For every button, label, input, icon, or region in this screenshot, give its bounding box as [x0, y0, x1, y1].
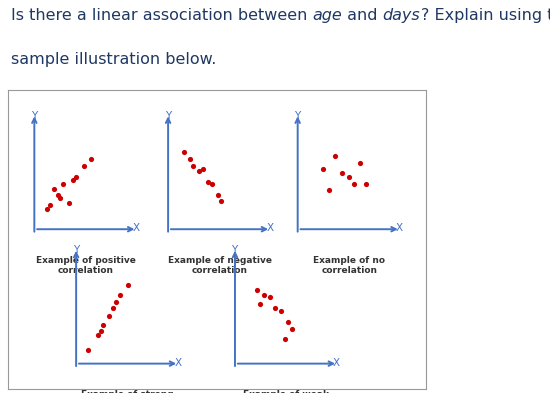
Point — [123, 282, 132, 288]
Text: X: X — [133, 223, 140, 233]
Text: Y: Y — [232, 245, 238, 255]
Point — [87, 156, 96, 162]
Text: and: and — [342, 8, 383, 23]
Point — [208, 181, 217, 187]
Text: age: age — [312, 8, 342, 23]
Point — [356, 160, 365, 166]
Point — [180, 149, 189, 156]
Point — [345, 173, 354, 180]
Point — [53, 191, 62, 198]
Point — [189, 163, 198, 169]
Text: Example of strong
positive correlation: Example of strong positive correlation — [78, 390, 178, 393]
Text: Example of no
correlation: Example of no correlation — [313, 255, 385, 275]
Text: X: X — [396, 223, 403, 233]
Point — [260, 292, 268, 298]
Point — [252, 287, 261, 293]
Point — [349, 181, 358, 187]
Text: Y: Y — [294, 111, 300, 121]
Text: Example of weak
negative correlation: Example of weak negative correlation — [235, 390, 338, 393]
Point — [265, 294, 274, 301]
Point — [59, 181, 68, 187]
Text: sample illustration below.: sample illustration below. — [11, 52, 216, 67]
Text: Y: Y — [164, 111, 171, 121]
Point — [116, 292, 124, 298]
Point — [99, 321, 108, 328]
Point — [80, 163, 89, 169]
Point — [50, 186, 58, 193]
Text: Y: Y — [31, 111, 37, 121]
Text: X: X — [266, 223, 273, 233]
Point — [94, 332, 102, 338]
Point — [284, 318, 293, 325]
Text: days: days — [383, 8, 421, 23]
Point — [185, 156, 194, 162]
Point — [108, 305, 117, 311]
Point — [104, 313, 113, 320]
Point — [337, 170, 346, 176]
Text: Example of negative
correlation: Example of negative correlation — [168, 255, 272, 275]
Point — [324, 187, 333, 193]
Point — [217, 198, 226, 204]
Point — [72, 173, 81, 180]
Point — [280, 336, 289, 343]
Point — [97, 328, 106, 334]
Point — [318, 166, 327, 173]
Point — [277, 308, 285, 314]
Point — [64, 200, 73, 206]
Point — [204, 179, 213, 185]
Point — [84, 347, 93, 353]
Text: ? Explain using the: ? Explain using the — [421, 8, 550, 23]
Point — [256, 301, 265, 307]
Point — [42, 206, 51, 212]
Point — [331, 152, 339, 159]
Text: X: X — [174, 358, 182, 367]
Point — [288, 326, 296, 332]
Point — [195, 168, 204, 174]
Point — [213, 191, 222, 198]
Point — [68, 177, 77, 183]
Point — [46, 202, 54, 208]
Point — [271, 305, 279, 311]
Point — [361, 181, 370, 187]
Text: Is there a linear association between: Is there a linear association between — [11, 8, 312, 23]
Point — [199, 166, 207, 173]
Text: Y: Y — [73, 245, 79, 255]
Text: X: X — [333, 358, 340, 367]
Point — [55, 195, 64, 201]
Point — [112, 298, 121, 305]
Text: Example of positive
correlation: Example of positive correlation — [36, 255, 136, 275]
